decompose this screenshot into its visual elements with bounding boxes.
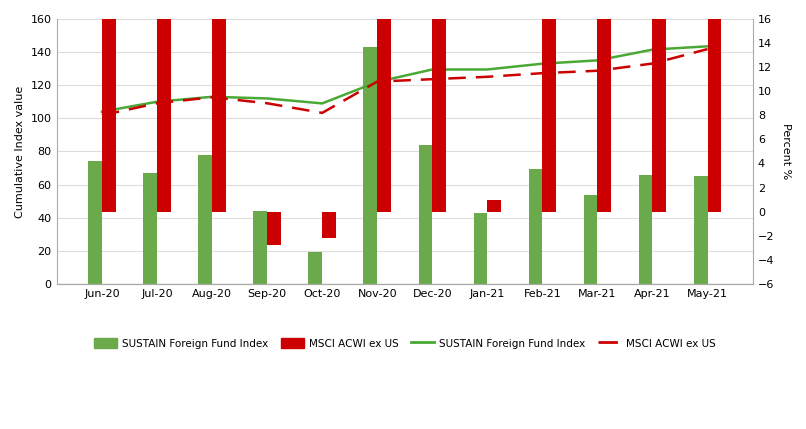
Bar [584,195,597,284]
Bar [638,175,653,284]
Bar [267,211,280,245]
Bar [432,0,446,211]
Bar [143,173,157,284]
Bar [364,47,377,284]
Y-axis label: Percent %: Percent % [781,123,791,179]
Y-axis label: Cumulative Index value: Cumulative Index value [15,85,25,218]
Bar [212,0,226,211]
Bar [708,0,721,211]
Bar [102,0,116,211]
Bar [198,155,212,284]
Bar [488,199,501,211]
Bar [529,169,542,284]
Bar [157,0,171,211]
Bar [322,211,336,238]
Bar [597,0,611,211]
Bar [88,160,102,284]
Bar [653,0,667,211]
Bar [474,213,488,284]
Bar [377,0,391,211]
Bar [418,145,432,284]
Bar [694,176,708,284]
Legend: SUSTAIN Foreign Fund Index, MSCI ACWI ex US, SUSTAIN Foreign Fund Index, MSCI AC: SUSTAIN Foreign Fund Index, MSCI ACWI ex… [89,334,720,353]
Bar [542,0,556,211]
Bar [309,251,322,284]
Bar [253,211,267,284]
